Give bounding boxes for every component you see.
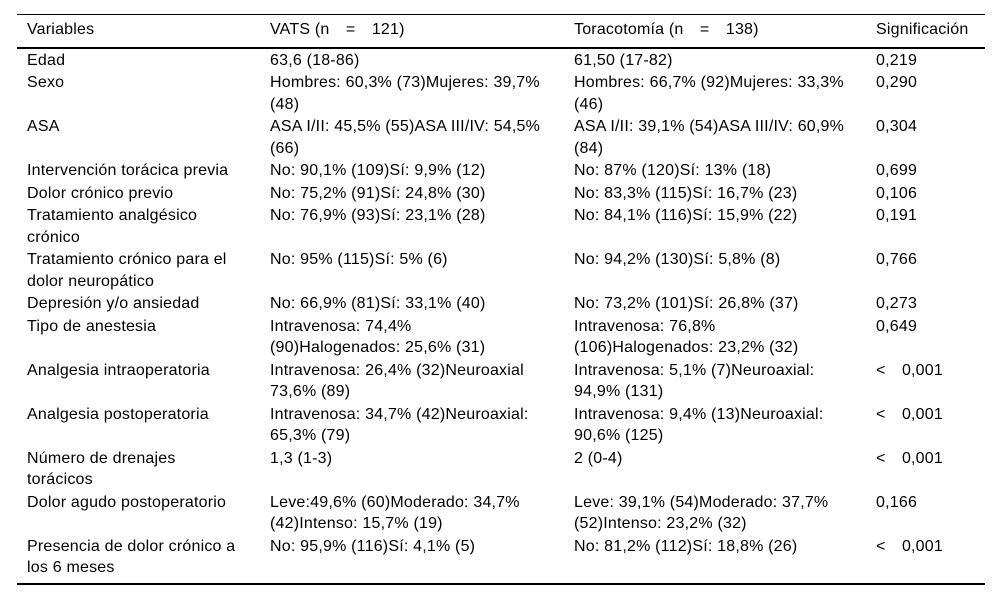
table-row: Dolor crónico previo No: 75,2% (91)Sí: 2… xyxy=(17,182,985,205)
table-row: Intervención torácica previa No: 90,1% (… xyxy=(17,159,985,182)
cell-variable: Tipo de anestesia xyxy=(27,317,157,335)
table-row: Depresión y/o ansiedad No: 66,9% (81)Sí:… xyxy=(17,292,985,315)
column-header-significacion: Significación xyxy=(866,14,985,49)
cell-toracotomia: No: 87% (120)Sí: 13% (18) xyxy=(574,162,772,179)
cell-vats: No: 66,9% (81)Sí: 33,1% (40) xyxy=(270,295,486,312)
cell-toracotomia: 61,50 (17-82) xyxy=(574,51,673,69)
cell-variable: Dolor crónico previo xyxy=(27,184,174,202)
cell-vats: Intravenosa: 26,4% (32)Neuroaxial 73,6% … xyxy=(270,361,524,401)
cell-toracotomia: ASA I/II: 39,1% (54)ASA III/IV: 60,9% (8… xyxy=(574,118,845,157)
cell-variable: Analgesia postoperatoria xyxy=(27,405,209,423)
cell-vats: No: 95% (115)Sí: 5% (6) xyxy=(270,251,448,268)
cell-variable: Tratamiento crónico para el dolor neurop… xyxy=(27,251,227,290)
table-row: Analgesia intraoperatoria Intravenosa: 2… xyxy=(17,359,985,403)
cell-toracotomia: No: 83,3% (115)Sí: 16,7% (23) xyxy=(574,184,798,202)
cell-vats: ASA I/II: 45,5% (55)ASA III/IV: 54,5% (6… xyxy=(270,118,541,157)
cell-vats: Intravenosa: 34,7% (42)Neuroaxial: 65,3%… xyxy=(270,405,529,445)
table-row: ASA ASA I/II: 45,5% (55)ASA III/IV: 54,5… xyxy=(17,115,985,159)
cell-vats: No: 95,9% (116)Sí: 4,1% (5) xyxy=(270,537,476,555)
cell-vats: No: 90,1% (109)Sí: 9,9% (12) xyxy=(270,162,486,179)
cell-vats: 63,6 (18-86) xyxy=(270,51,360,69)
cell-significacion: 0,191 xyxy=(876,207,918,224)
cell-vats: Leve:49,6% (60)Moderado: 34,7% (42)Inten… xyxy=(270,493,520,533)
cell-significacion: < 0,001 xyxy=(876,537,943,555)
cell-significacion: 0,649 xyxy=(876,317,918,335)
table-row: Tratamiento analgésico crónico No: 76,9%… xyxy=(17,204,985,248)
cell-toracotomia: Intravenosa: 76,8% (106)Halogenados: 23,… xyxy=(574,317,799,357)
cell-vats: Hombres: 60,3% (73)Mujeres: 39,7% (48) xyxy=(270,74,540,113)
cell-significacion: 0,273 xyxy=(876,295,918,312)
cell-vats: No: 76,9% (93)Sí: 23,1% (28) xyxy=(270,207,486,224)
cell-variable: Sexo xyxy=(27,74,65,91)
table-row: Tipo de anestesia Intravenosa: 74,4% (90… xyxy=(17,315,985,359)
cell-toracotomia: 2 (0-4) xyxy=(574,449,623,467)
cell-significacion: 0,219 xyxy=(876,51,918,69)
cell-significacion: 0,290 xyxy=(876,74,918,91)
cell-variable: Analgesia intraoperatoria xyxy=(27,361,210,379)
column-header-variables: Variables xyxy=(17,14,260,49)
results-table: Variables VATS (n = 121) Toracotomía (n … xyxy=(17,14,985,585)
cell-significacion: 0,106 xyxy=(876,184,918,202)
cell-significacion: < 0,001 xyxy=(876,405,943,423)
table-row: Analgesia postoperatoria Intravenosa: 34… xyxy=(17,403,985,447)
cell-significacion: 0,699 xyxy=(876,162,918,179)
cell-toracotomia: Hombres: 66,7% (92)Mujeres: 33,3% (46) xyxy=(574,74,844,113)
cell-variable: Número de drenajes torácicos xyxy=(27,449,176,489)
table-row: Edad 63,6 (18-86) 61,50 (17-82) 0,219 xyxy=(17,48,985,72)
cell-significacion: 0,766 xyxy=(876,251,918,268)
cell-variable: Dolor agudo postoperatorio xyxy=(27,493,227,511)
table-row: Número de drenajes torácicos 1,3 (1-3) 2… xyxy=(17,447,985,491)
cell-vats: No: 75,2% (91)Sí: 24,8% (30) xyxy=(270,184,486,202)
cell-toracotomia: Intravenosa: 5,1% (7)Neuroaxial: 94,9% (… xyxy=(574,361,815,401)
table-row: Dolor agudo postoperatorio Leve:49,6% (6… xyxy=(17,491,985,535)
cell-toracotomia: No: 73,2% (101)Sí: 26,8% (37) xyxy=(574,295,799,312)
cell-variable: Edad xyxy=(27,51,66,69)
cell-vats: 1,3 (1-3) xyxy=(270,449,333,467)
cell-variable: Intervención torácica previa xyxy=(27,162,229,179)
table-row: Tratamiento crónico para el dolor neurop… xyxy=(17,248,985,292)
cell-vats: Intravenosa: 74,4% (90)Halogenados: 25,6… xyxy=(270,317,486,357)
cell-variable: Tratamiento analgésico crónico xyxy=(27,207,198,246)
cell-toracotomia: No: 94,2% (130)Sí: 5,8% (8) xyxy=(574,251,781,268)
cell-significacion: 0,166 xyxy=(876,493,918,511)
cell-toracotomia: No: 84,1% (116)Sí: 15,9% (22) xyxy=(574,207,798,224)
table-header-row: Variables VATS (n = 121) Toracotomía (n … xyxy=(17,14,985,49)
cell-significacion: < 0,001 xyxy=(876,361,943,379)
cell-variable: Depresión y/o ansiedad xyxy=(27,295,200,312)
column-header-toracotomia: Toracotomía (n = 138) xyxy=(564,14,866,49)
cell-toracotomia: Leve: 39,1% (54)Moderado: 37,7% (52)Inte… xyxy=(574,493,829,533)
table-row: Sexo Hombres: 60,3% (73)Mujeres: 39,7% (… xyxy=(17,71,985,115)
cell-toracotomia: Intravenosa: 9,4% (13)Neuroaxial: 90,6% … xyxy=(574,405,824,445)
table-row: Presencia de dolor crónico a los 6 meses… xyxy=(17,535,985,584)
cell-toracotomia: No: 81,2% (112)Sí: 18,8% (26) xyxy=(574,537,798,555)
cell-significacion: < 0,001 xyxy=(876,449,943,467)
cell-variable: ASA xyxy=(27,118,60,135)
column-header-vats: VATS (n = 121) xyxy=(260,14,564,49)
cell-variable: Presencia de dolor crónico a los 6 meses xyxy=(27,537,236,577)
cell-significacion: 0,304 xyxy=(876,118,918,135)
